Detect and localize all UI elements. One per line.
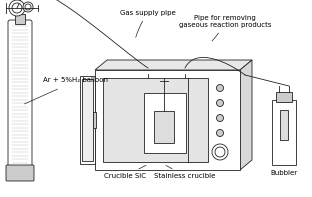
Bar xyxy=(154,111,173,143)
Circle shape xyxy=(217,85,223,91)
Bar xyxy=(95,70,240,170)
Circle shape xyxy=(25,4,31,10)
Circle shape xyxy=(144,66,152,74)
Text: Gas supply pipe: Gas supply pipe xyxy=(120,10,176,37)
Circle shape xyxy=(215,147,225,157)
Circle shape xyxy=(212,144,228,160)
FancyBboxPatch shape xyxy=(6,165,34,181)
Bar xyxy=(276,92,292,102)
Circle shape xyxy=(12,3,22,13)
Circle shape xyxy=(23,2,33,12)
Bar xyxy=(82,79,93,161)
Text: Crucible SiC: Crucible SiC xyxy=(104,165,146,179)
Bar xyxy=(144,93,186,153)
Circle shape xyxy=(181,66,189,74)
Text: Ar + 5%H₂ balloon: Ar + 5%H₂ balloon xyxy=(43,77,108,83)
Bar xyxy=(80,76,95,164)
Bar xyxy=(103,78,208,162)
Text: Stainless crucible: Stainless crucible xyxy=(154,165,216,179)
Bar xyxy=(280,110,288,140)
Bar xyxy=(93,112,96,128)
Polygon shape xyxy=(95,60,252,70)
Circle shape xyxy=(217,129,223,137)
Bar xyxy=(272,100,296,165)
Circle shape xyxy=(217,99,223,107)
FancyBboxPatch shape xyxy=(8,20,32,172)
Circle shape xyxy=(217,114,223,122)
Polygon shape xyxy=(240,60,252,170)
Text: Pipe for removing
gaseous reaction products: Pipe for removing gaseous reaction produ… xyxy=(179,15,271,41)
Bar xyxy=(15,14,25,24)
Text: Bubbler: Bubbler xyxy=(271,170,298,176)
Circle shape xyxy=(9,0,25,16)
